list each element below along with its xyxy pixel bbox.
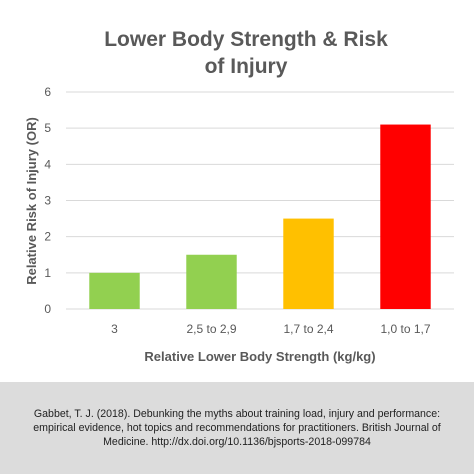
bar-chart: Lower Body Strength & Risk of Injury 0 1 2… (24, 28, 454, 364)
x-tick-labels: 3 2,5 to 2,9 1,7 to 2,4 1,0 to 1,7 (111, 322, 431, 336)
y-tick-label: 6 (44, 85, 51, 99)
y-tick-label: 2 (44, 230, 51, 244)
y-tick-label: 1 (44, 266, 51, 280)
x-tick-label: 2,5 to 2,9 (186, 322, 236, 336)
y-tick-label: 5 (44, 121, 51, 135)
x-axis-label: Relative Lower Body Strength (kg/kg) (144, 349, 375, 364)
citation-box: Gabbet, T. J. (2018). Debunking the myth… (0, 382, 474, 474)
y-tick-labels: 0 1 2 3 4 5 6 (44, 85, 51, 316)
y-tick-label: 0 (44, 302, 51, 316)
x-tick-label: 1,0 to 1,7 (380, 322, 430, 336)
bar (283, 218, 334, 309)
y-tick-label: 4 (44, 157, 51, 171)
x-tick-label: 3 (111, 322, 118, 336)
chart-title-line-2: of Injury (205, 55, 288, 78)
chart-title-line-1: Lower Body Strength & Risk (104, 28, 388, 51)
citation-text: Gabbet, T. J. (2018). Debunking the myth… (33, 408, 441, 448)
bars (89, 124, 431, 309)
bar (380, 124, 431, 309)
bar (89, 272, 140, 309)
y-axis-label: Relative Risk of Injury (OR) (24, 117, 39, 285)
y-tick-label: 3 (44, 194, 51, 208)
bar (186, 254, 237, 309)
x-tick-label: 1,7 to 2,4 (283, 322, 333, 336)
